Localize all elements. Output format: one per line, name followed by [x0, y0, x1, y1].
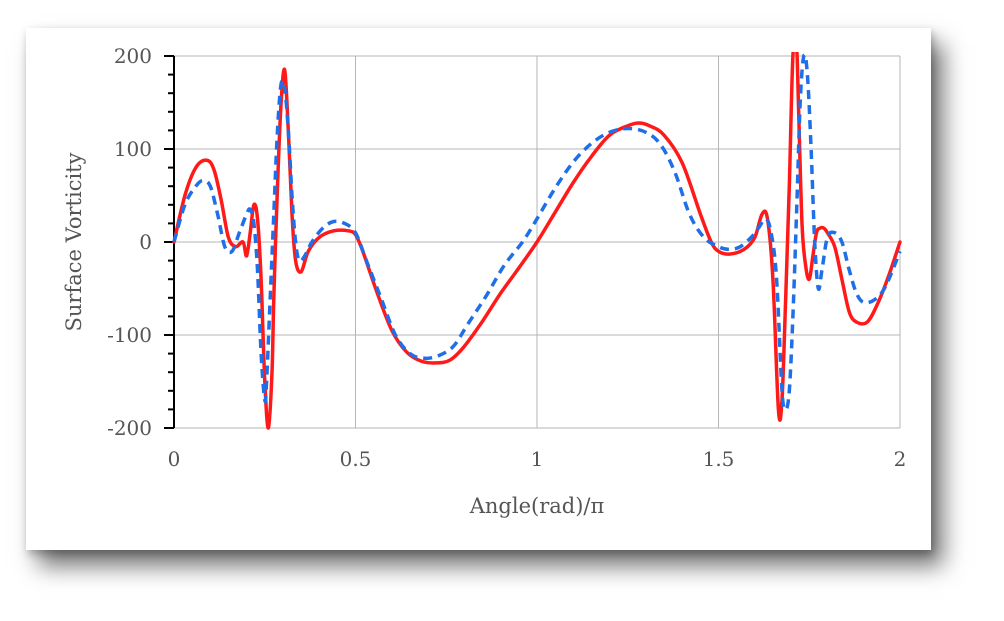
x-axis-title: Angle(rad)/π [469, 494, 605, 518]
x-tick-label: 0 [168, 447, 181, 471]
y-tick-label: 0 [139, 230, 152, 254]
y-tick-label: 100 [114, 137, 152, 161]
series-line-2 [172, 53, 902, 412]
y-axis-title: Surface Vorticity [62, 152, 86, 331]
x-tick-label: 2 [894, 447, 907, 471]
y-tick-label: 200 [114, 44, 152, 68]
y-tick-label: -200 [107, 416, 152, 440]
x-tick-label: 1.5 [703, 447, 735, 471]
tick-labels: 0 0.5 1 1.5 2 200 100 0 -100 -200 [107, 44, 906, 471]
series-layer [172, 52, 902, 430]
y-tick-label: -100 [107, 323, 152, 347]
x-tick-label: 1 [531, 447, 544, 471]
x-tick-label: 0.5 [340, 447, 372, 471]
series-line-1 [172, 52, 902, 430]
chart-card [26, 28, 931, 550]
